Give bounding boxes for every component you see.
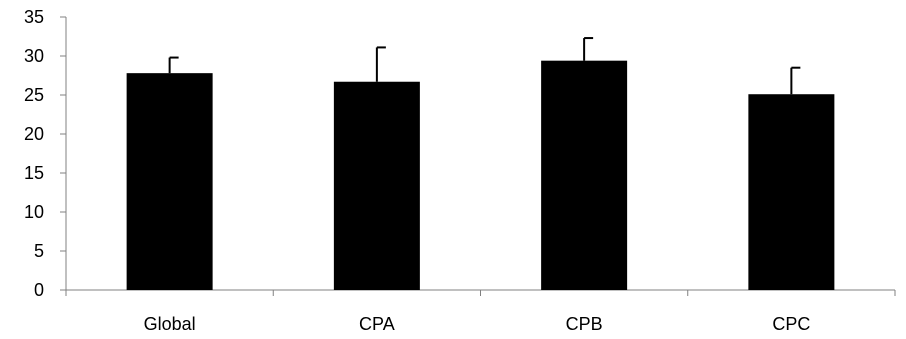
x-tick-label: CPA [359, 314, 395, 334]
bar-cpb [541, 60, 628, 291]
y-tick-label: 0 [34, 280, 44, 300]
x-tick-label: CPB [566, 314, 603, 334]
error-bars-group [168, 37, 801, 95]
y-tick-label: 5 [34, 241, 44, 261]
error-bar-cpb [583, 37, 594, 61]
bar-global [126, 73, 213, 290]
y-axis: 0 5 10 15 20 25 30 35 [24, 7, 67, 300]
error-bar-cpa [375, 46, 386, 82]
y-tick-label: 35 [24, 7, 44, 27]
y-tick-label: 15 [24, 163, 44, 183]
bar-cpa [333, 81, 420, 291]
x-tick-label: CPC [772, 314, 810, 334]
y-tick-label: 20 [24, 124, 44, 144]
error-bar-global [168, 56, 179, 74]
x-axis: Global CPA CPB CPC [65, 289, 896, 334]
y-tick-label: 10 [24, 202, 44, 222]
bar-cpc [748, 94, 835, 290]
y-tick-label: 30 [24, 46, 44, 66]
y-tick-label: 25 [24, 85, 44, 105]
bars-group [126, 60, 835, 291]
error-bar-cpc [790, 66, 801, 95]
x-tick-label: Global [144, 314, 196, 334]
